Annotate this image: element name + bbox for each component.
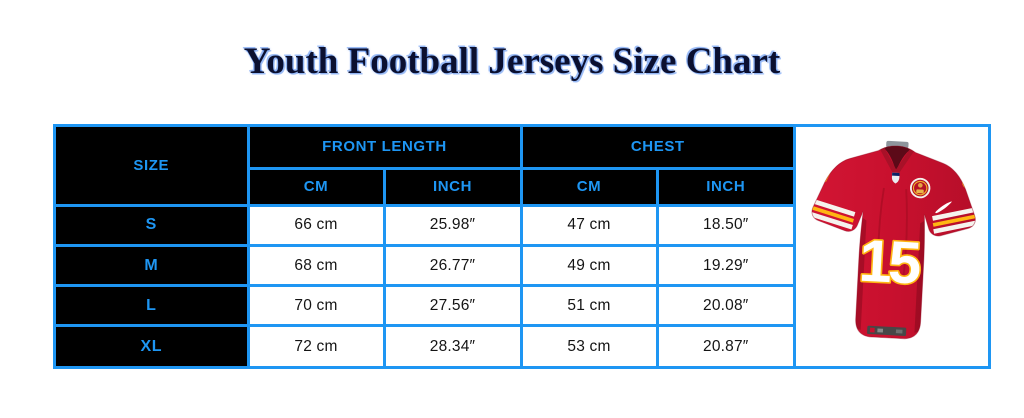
chest-cm-value: 49 cm xyxy=(519,243,659,288)
v-neck-opening xyxy=(883,145,912,172)
unit-header-front-inch: INCH xyxy=(382,166,523,207)
jersey-number: 15 xyxy=(857,226,922,296)
table-row-s: S 66 cm 25.98″ 47 cm 18.50″ xyxy=(54,203,795,247)
nfl-shield-icon xyxy=(891,172,900,184)
table-row-xl: XL 72 cm 28.34″ 53 cm 20.87″ xyxy=(54,324,795,368)
unit-header-chest-cm: CM xyxy=(519,166,659,207)
size-label: S xyxy=(54,203,250,247)
chest-cm-value: 47 cm xyxy=(519,203,659,247)
size-chart-panel: SIZE FRONT LENGTH CHEST CM INCH CM INCH … xyxy=(53,124,991,369)
table-row-l: L 70 cm 27.56″ 51 cm 20.08″ xyxy=(54,284,795,328)
page-title: Youth Football Jerseys Size Chart xyxy=(243,41,781,82)
front-length-inch-value: 26.77″ xyxy=(382,243,523,288)
front-length-cm-value: 66 cm xyxy=(246,203,386,247)
red-football-jersey-illustration: 15 15 xyxy=(805,140,979,342)
front-length-cm-value: 72 cm xyxy=(246,324,386,368)
front-length-cm-value: 68 cm xyxy=(246,243,386,288)
team-patch-icon xyxy=(909,177,931,198)
chest-inch-value: 18.50″ xyxy=(655,203,795,247)
size-label: M xyxy=(54,243,250,288)
table-row-m: M 68 cm 26.77″ 49 cm 19.29″ xyxy=(54,243,795,288)
unit-header-chest-inch: INCH xyxy=(655,166,795,207)
column-header-front-length: FRONT LENGTH xyxy=(246,125,523,170)
front-length-inch-value: 27.56″ xyxy=(382,284,523,328)
jersey-image: 15 15 xyxy=(793,127,988,366)
unit-header-front-cm: CM xyxy=(246,166,386,207)
size-chart-table: SIZE FRONT LENGTH CHEST CM INCH CM INCH … xyxy=(54,125,795,368)
jock-tag xyxy=(867,325,907,336)
front-length-inch-value: 25.98″ xyxy=(382,203,523,247)
nike-swoosh-icon xyxy=(935,201,953,213)
chest-inch-value: 20.08″ xyxy=(655,284,795,328)
front-length-cm-value: 70 cm xyxy=(246,284,386,328)
column-header-chest: CHEST xyxy=(519,125,795,170)
chest-cm-value: 51 cm xyxy=(519,284,659,328)
front-length-inch-value: 28.34″ xyxy=(382,324,523,368)
size-label: XL xyxy=(54,324,250,368)
chest-cm-value: 53 cm xyxy=(519,324,659,368)
chest-inch-value: 19.29″ xyxy=(655,243,795,288)
column-header-size: SIZE xyxy=(54,125,250,207)
chest-inch-value: 20.87″ xyxy=(655,324,795,368)
size-label: L xyxy=(54,284,250,328)
collar-trim xyxy=(879,144,916,176)
